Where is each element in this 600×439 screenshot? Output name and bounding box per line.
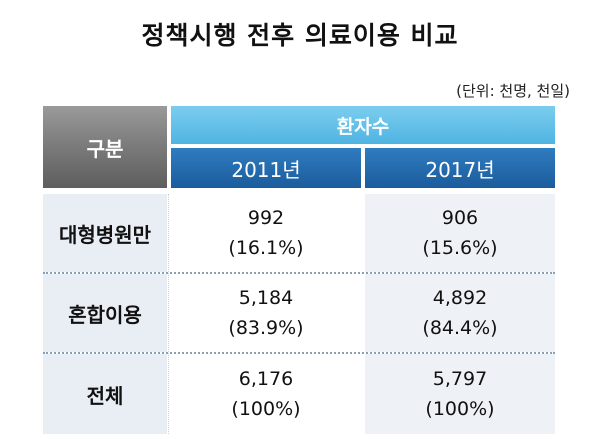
table-cell: 5,184 (83.9%) (171, 274, 361, 352)
header-category: 구분 (43, 106, 167, 188)
cell-count: 4,892 (432, 287, 488, 309)
cell-count: 5,184 (238, 287, 294, 309)
row-label: 전체 (43, 354, 167, 434)
row-divider (43, 352, 555, 354)
table-cell: 5,797 (100%) (365, 354, 555, 434)
cell-count: 992 (247, 207, 285, 229)
cell-percent: (84.4%) (422, 317, 498, 339)
cell-percent: (15.6%) (422, 237, 498, 259)
unit-note: (단위: 천명, 천일) (456, 82, 570, 100)
table-cell: 4,892 (84.4%) (365, 274, 555, 352)
cell-count: 6,176 (238, 368, 294, 390)
cell-percent: (100%) (231, 398, 301, 420)
table-row: 전체 6,176 (100%) 5,797 (100%) (43, 354, 555, 434)
table-row: 혼합이용 5,184 (83.9%) 4,892 (84.4%) (43, 274, 555, 352)
table-cell: 906 (15.6%) (365, 194, 555, 272)
cell-count: 906 (441, 207, 479, 229)
comparison-table: 구분 환자수 2011년 2017년 대형병원만 992 (16.1%) 906… (43, 106, 555, 434)
row-divider (43, 272, 555, 274)
row-label: 대형병원만 (43, 194, 167, 272)
page-title: 정책시행 전후 의료이용 비교 (141, 21, 459, 50)
table-row: 대형병원만 992 (16.1%) 906 (15.6%) (43, 194, 555, 272)
cell-count: 5,797 (432, 368, 488, 390)
row-label: 혼합이용 (43, 274, 167, 352)
header-year-2017: 2017년 (365, 148, 555, 188)
header-patients-group: 환자수 (171, 106, 555, 144)
column-divider (168, 194, 169, 434)
cell-percent: (83.9%) (228, 317, 304, 339)
cell-percent: (100%) (425, 398, 495, 420)
header-year-2011: 2011년 (171, 148, 361, 188)
table-cell: 992 (16.1%) (171, 194, 361, 272)
cell-percent: (16.1%) (228, 237, 304, 259)
table-cell: 6,176 (100%) (171, 354, 361, 434)
